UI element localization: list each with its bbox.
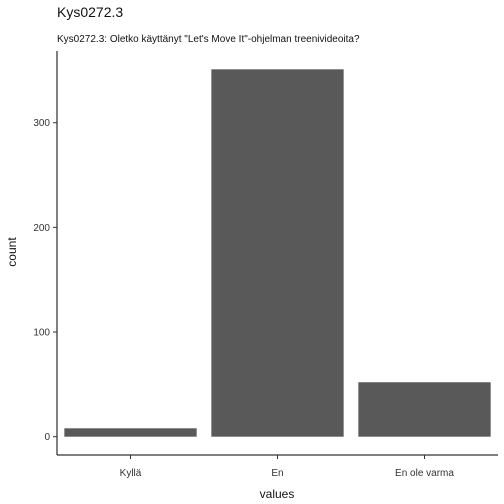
chart-subtitle: Kys0272.3: Oletko käyttänyt "Let's Move …	[57, 34, 360, 45]
y-tick-label-2: 200	[33, 223, 50, 234]
chart-title: Kys0272.3	[57, 4, 123, 20]
x-tick-label-0: Kyllä	[120, 468, 142, 479]
x-axis-label: values	[260, 487, 295, 501]
x-axis-ticks: Kyllä En En ole varma	[120, 455, 454, 479]
y-tick-label-0: 0	[44, 432, 50, 443]
y-axis-ticks: 0 100 200 300	[33, 118, 57, 443]
y-tick-label-3: 300	[33, 118, 50, 129]
bar-1	[211, 69, 344, 437]
y-tick-label-1: 100	[33, 328, 50, 339]
bar-2	[358, 382, 491, 437]
bar-0	[64, 428, 197, 437]
y-axis-label: count	[5, 237, 19, 267]
x-tick-label-2: En ole varma	[395, 468, 454, 479]
x-tick-label-1: En	[271, 468, 283, 479]
bars-group	[64, 69, 491, 437]
